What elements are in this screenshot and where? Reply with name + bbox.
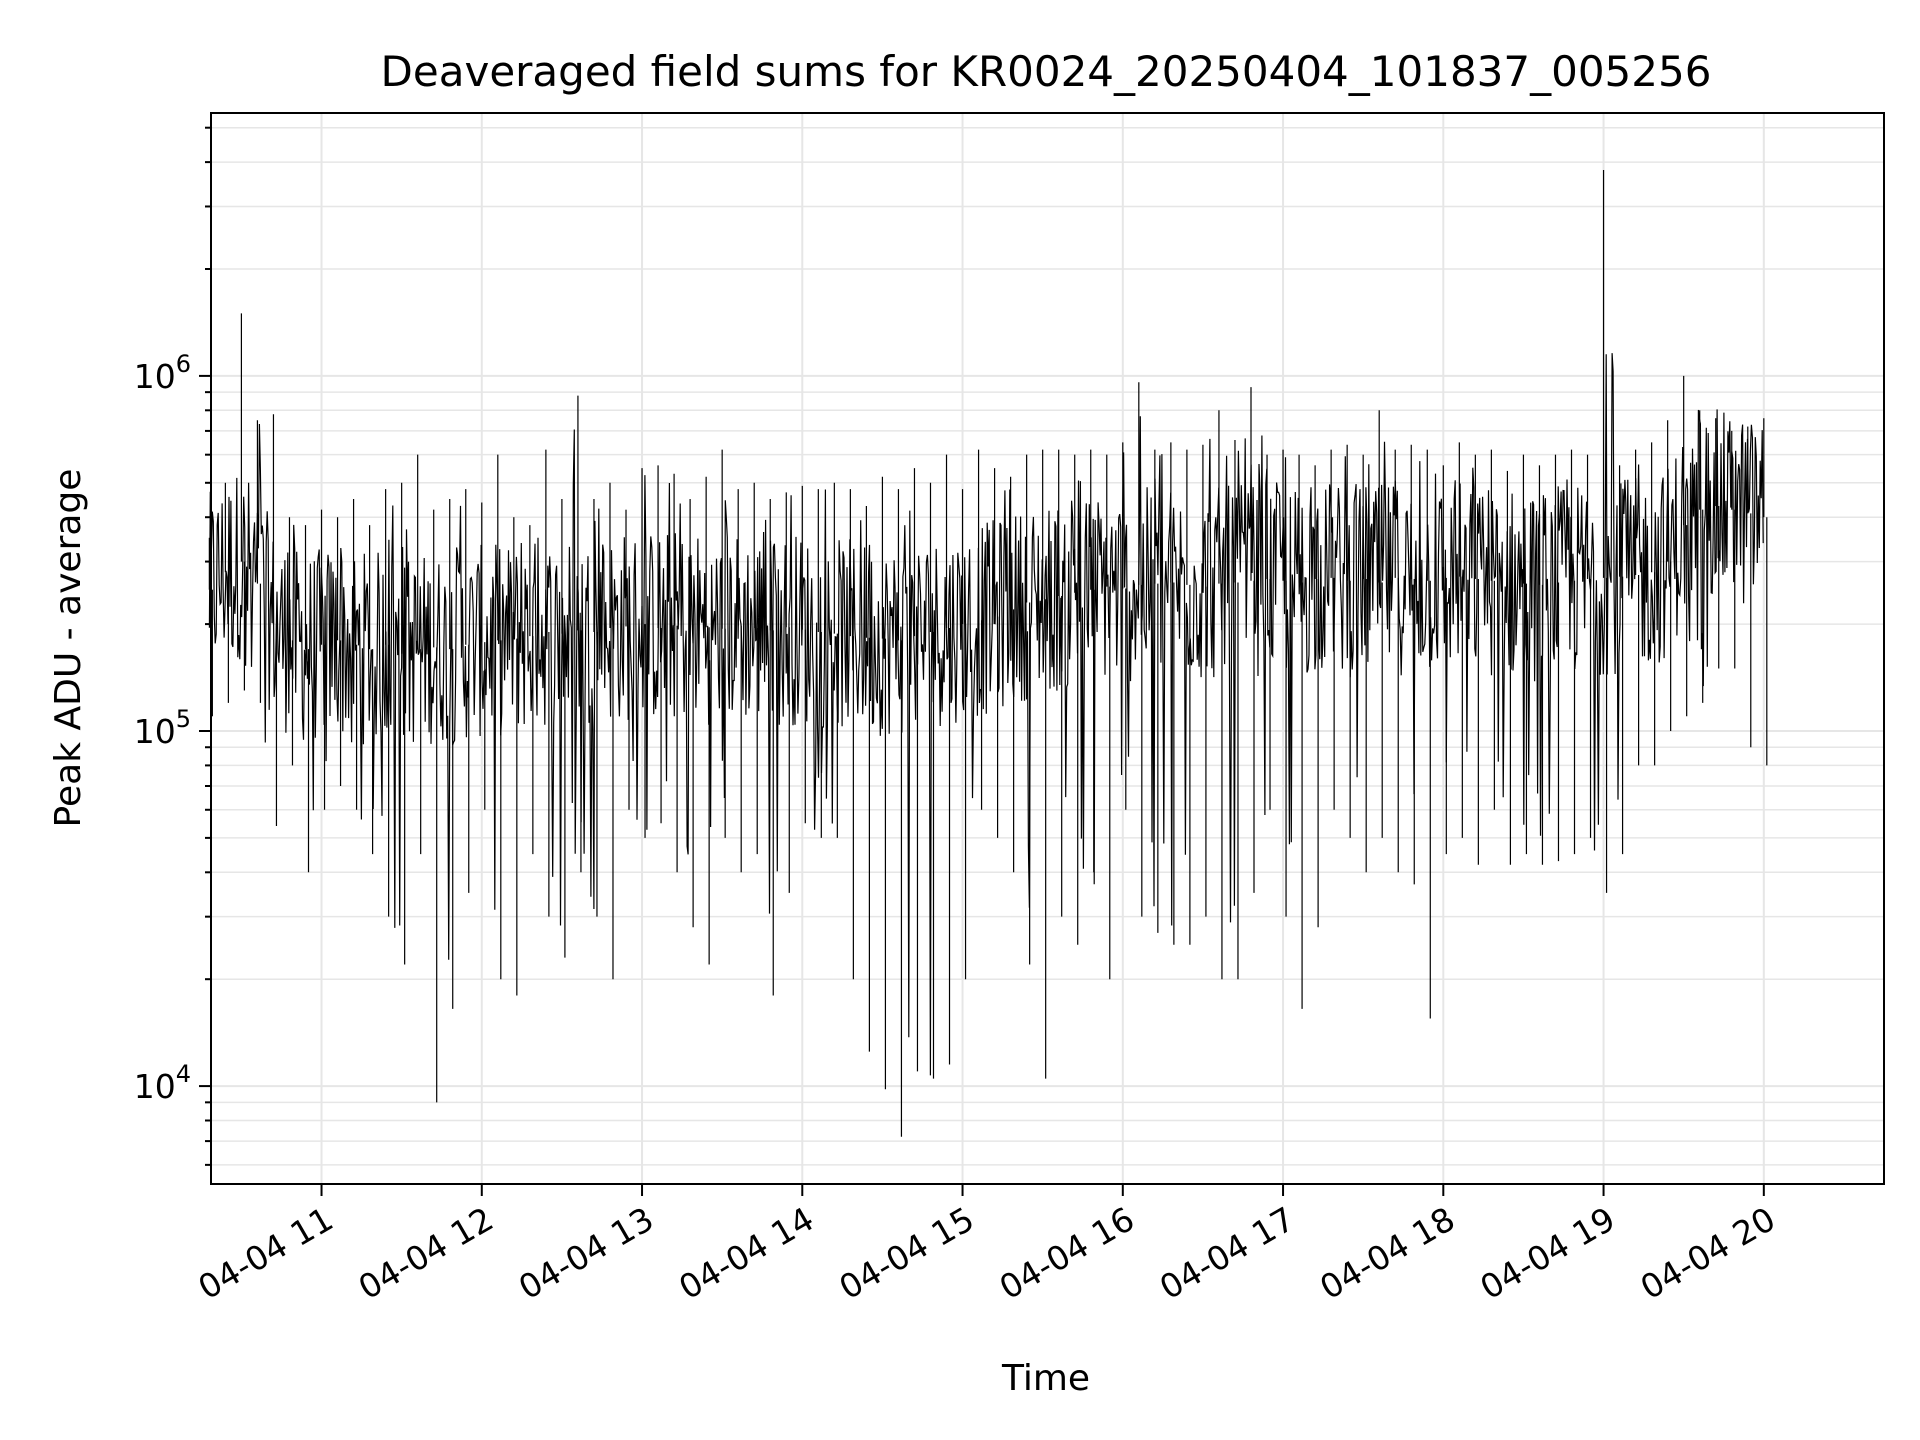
plot-frame — [210, 112, 1885, 1185]
x-axis-label: Time — [1001, 1358, 1090, 1399]
y-tick-label: 104 — [134, 1060, 191, 1106]
y-axis: 104 105 106 — [134, 126, 211, 1166]
y-tick-label: 105 — [134, 705, 191, 751]
plot-grid — [211, 113, 1884, 1184]
chart-title: Deaveraged field sums for KR0024_2025040… — [381, 47, 1712, 96]
plot-series — [208, 170, 1768, 1137]
y-tick-label: 106 — [134, 350, 191, 396]
y-axis-label: Peak ADU - average — [48, 469, 89, 828]
